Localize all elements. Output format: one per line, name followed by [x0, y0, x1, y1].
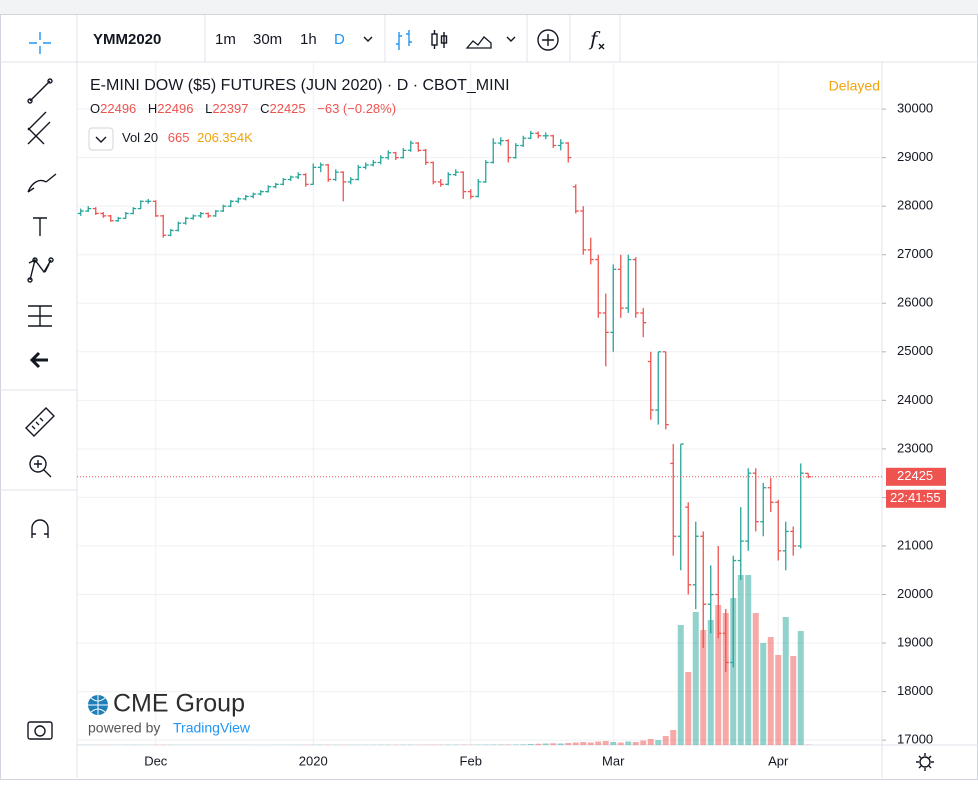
volume-bar [603, 741, 609, 745]
label: C [260, 101, 269, 116]
y-tick-label: 30000 [897, 101, 933, 116]
y-tick-label: 18000 [897, 683, 933, 698]
volume-bar [558, 744, 564, 746]
y-tick-label: 17000 [897, 732, 933, 747]
interval[interactable]: 1h [300, 31, 317, 48]
volume-bar [520, 744, 526, 745]
y-tick-label: 21000 [897, 537, 933, 552]
ohlc-legend: O22496 H22496 L22397 C22425 −63 (−0.28%) [90, 101, 396, 116]
last-price-label: 22425 [897, 468, 933, 483]
volume-bar [760, 643, 766, 745]
volume-bar [670, 730, 676, 745]
volume-last: 665 [168, 130, 190, 145]
interval-active[interactable]: D [334, 31, 345, 48]
x-tick-label: Feb [460, 753, 482, 768]
volume-bar [640, 741, 646, 746]
volume-bar [528, 744, 534, 745]
y-tick-label: 25000 [897, 343, 933, 358]
low: 22397 [212, 101, 248, 116]
high: 22496 [157, 101, 193, 116]
x-tick-label: 2020 [299, 753, 328, 768]
y-tick-label: 19000 [897, 634, 933, 649]
volume-bar [513, 745, 519, 746]
symbol[interactable]: YMM2020 [93, 31, 161, 48]
y-tick-label: 26000 [897, 295, 933, 310]
volume-bar [663, 736, 669, 745]
volume-bar [798, 631, 804, 745]
volume-bar [625, 742, 631, 746]
volume-bar [633, 742, 639, 745]
logo-text: CME Group [113, 690, 245, 718]
powered-by: powered by [88, 720, 160, 736]
volume-bar [565, 743, 571, 745]
x-tick-label: Dec [144, 753, 168, 768]
volume-bar [790, 656, 796, 745]
y-tick-label: 24000 [897, 392, 933, 407]
volume-bar [610, 742, 616, 745]
change: −63 (−0.28%) [317, 101, 396, 116]
collapse-button[interactable] [89, 128, 113, 150]
volume-bar [745, 575, 751, 745]
logo [88, 695, 108, 715]
volume-bar [595, 742, 601, 746]
volume-legend: Vol 20 665 206.354K [122, 130, 253, 145]
countdown: 22:41:55 [890, 490, 941, 505]
volume-bar [573, 743, 579, 746]
volume-bar [685, 672, 691, 745]
chart-title: E-MINI DOW ($5) FUTURES (JUN 2020) · D ·… [90, 77, 510, 94]
provider[interactable]: TradingView [173, 720, 251, 736]
volume-bar [693, 612, 699, 745]
volume-bar [738, 575, 744, 745]
label: H [148, 101, 157, 116]
volume-ma: 206.354K [197, 130, 253, 145]
interval[interactable]: 1m [215, 31, 236, 48]
x-tick-label: Apr [768, 753, 789, 768]
volume-bar [678, 625, 684, 745]
y-tick-label: 29000 [897, 149, 933, 164]
label: L [205, 101, 212, 116]
volume-bar [550, 743, 556, 745]
volume-bar [543, 744, 549, 746]
volume-bar [708, 620, 714, 745]
x-tick-label: Mar [602, 753, 625, 768]
volume-bar [775, 655, 781, 745]
frame [1, 15, 978, 780]
close: 22425 [269, 101, 305, 116]
volume-bar [655, 740, 661, 745]
y-tick-label: 23000 [897, 440, 933, 455]
volume-bar [580, 742, 586, 745]
volume-bar [618, 743, 624, 746]
label: Vol 20 [122, 130, 158, 145]
volume-bar [783, 617, 789, 745]
y-tick-label: 28000 [897, 198, 933, 213]
open: 22496 [100, 101, 136, 116]
volume-bar [768, 637, 774, 745]
volume-bar [648, 739, 654, 745]
y-tick-label: 27000 [897, 246, 933, 261]
status: Delayed [829, 78, 880, 94]
y-tick-label: 20000 [897, 586, 933, 601]
volume-bar [753, 613, 759, 745]
browser-bar [0, 0, 978, 14]
label: O [90, 101, 100, 116]
volume-bar [535, 744, 541, 745]
volume-bar [588, 743, 594, 746]
interval[interactable]: 30m [253, 31, 282, 48]
